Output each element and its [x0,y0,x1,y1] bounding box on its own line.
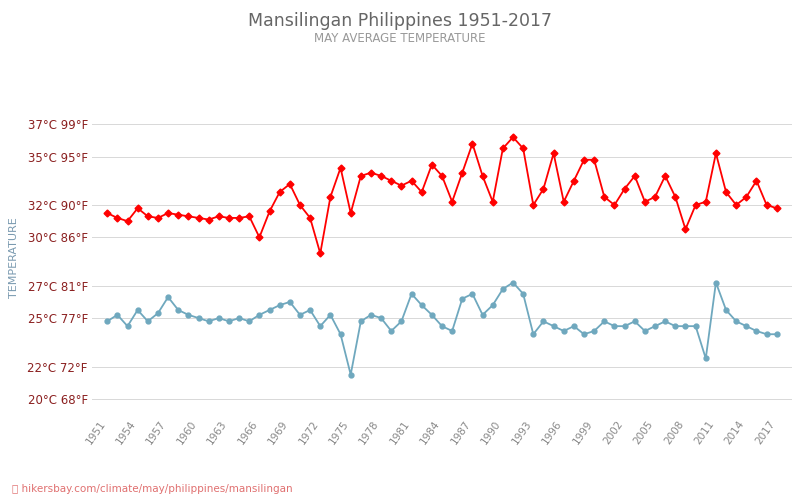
Text: Mansilingan Philippines 1951-2017: Mansilingan Philippines 1951-2017 [248,12,552,30]
Text: 📍 hikersbay.com/climate/may/philippines/mansilingan: 📍 hikersbay.com/climate/may/philippines/… [12,484,293,494]
Text: MAY AVERAGE TEMPERATURE: MAY AVERAGE TEMPERATURE [314,32,486,46]
Y-axis label: TEMPERATURE: TEMPERATURE [9,217,19,298]
